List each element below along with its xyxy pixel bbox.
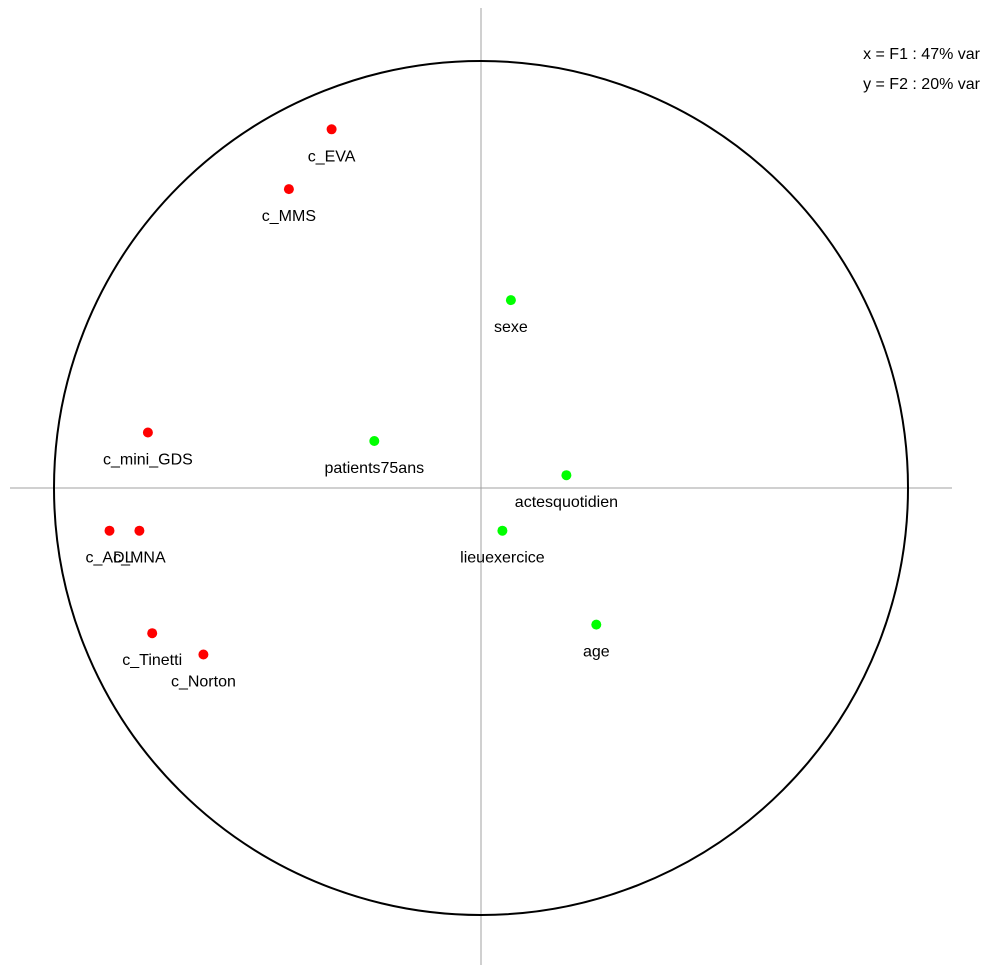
point-c-tinetti [147,628,158,639]
point-sexe [505,295,516,306]
point-label-c-norton: c_Norton [171,674,236,691]
points-layer [104,124,602,660]
point-c-adl [104,525,115,536]
point-label-actesquotidien: actesquotidien [515,494,618,511]
point-label-lieuexercice: lieuexercice [460,550,545,567]
point-age [591,619,602,630]
point-c-mms [283,184,294,195]
point-c-mna [134,525,145,536]
point-patients75ans [369,436,380,446]
point-actesquotidien [561,470,572,481]
point-label-c-mna: c_MNA [113,550,166,567]
correlation-circle [53,60,909,916]
x-axis-variance-label: x = F1 : 47% var [863,46,981,63]
point-label-c-adl: c_ADL [85,550,133,567]
point-label-c-tinetti: c_Tinetti [122,652,182,669]
point-lieuexercice [497,525,508,536]
point-label-c-eva: c_EVA [308,148,356,165]
point-c-norton [198,649,209,660]
point-label-age: age [583,644,610,661]
y-axis-variance-label: y = F2 : 20% var [863,76,981,93]
point-c-eva [326,124,337,135]
point-label-sexe: sexe [494,319,528,336]
point-label-c-mini-gds: c_mini_GDS [103,452,193,469]
point-c-mini-gds [142,427,153,438]
point-label-c-mms: c_MMS [262,208,316,225]
point-label-patients75ans: patients75ans [324,460,424,477]
